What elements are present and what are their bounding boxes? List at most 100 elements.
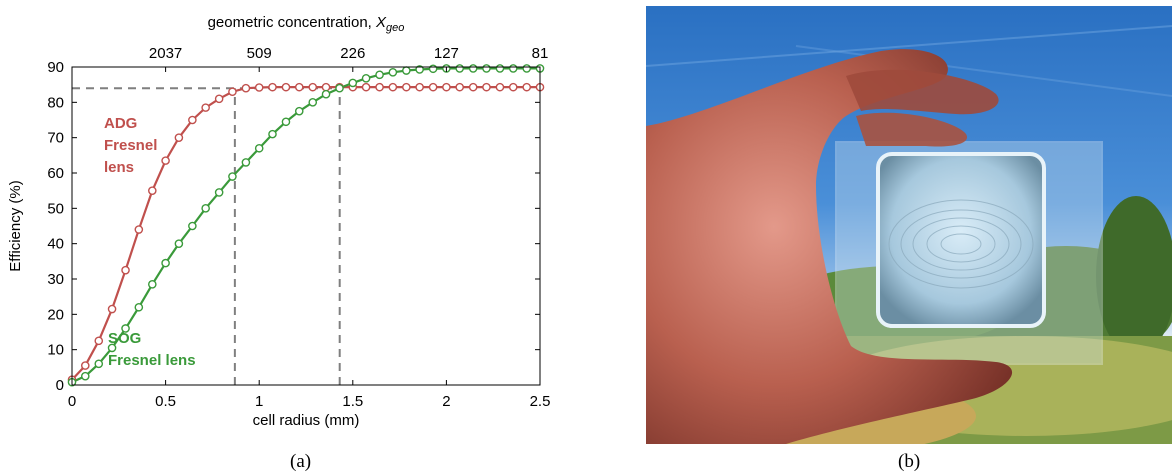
data-point-adg: [201, 103, 210, 112]
data-point-sog: [148, 279, 157, 289]
data-point-adg: [388, 82, 398, 92]
data-point-sog: [402, 66, 411, 75]
data-point-adg: [508, 82, 518, 92]
series-label-adg: ADG: [104, 115, 137, 132]
data-point-adg: [308, 82, 318, 92]
data-point-sog: [508, 64, 518, 73]
data-point-adg: [228, 87, 237, 97]
data-point-sog: [468, 64, 478, 73]
data-point-sog: [388, 68, 398, 77]
data-point-adg: [375, 82, 384, 92]
caption-a: (a): [290, 451, 312, 472]
series-label-adg: Fresnel: [104, 137, 157, 154]
data-point-sog: [348, 78, 358, 88]
x-tick-label: 2: [442, 393, 450, 410]
y-tick-label: 90: [47, 59, 64, 76]
top-tick-label: 509: [247, 45, 272, 62]
y-tick-label: 10: [47, 342, 64, 359]
y-tick-label: 70: [47, 130, 64, 147]
series-label-sog: SOG: [108, 330, 141, 347]
data-point-adg: [148, 186, 157, 195]
series-line-sog: [71, 67, 540, 384]
data-point-adg: [442, 82, 451, 92]
data-point-adg: [428, 82, 438, 92]
x-tick-label: 2.5: [530, 393, 551, 410]
data-point-sog: [455, 64, 464, 73]
series-lines: [71, 67, 540, 384]
data-point-adg: [241, 83, 251, 93]
y-tick-label: 20: [47, 306, 64, 323]
data-point-adg: [107, 304, 117, 314]
data-point-sog: [121, 324, 130, 333]
y-tick-label: 60: [47, 165, 64, 182]
top-tick-label: 127: [434, 45, 459, 62]
data-point-sog: [294, 106, 304, 116]
data-point-adg: [361, 82, 371, 92]
data-point-adg: [495, 82, 505, 92]
data-point-sog: [495, 64, 505, 73]
top-axis-label: geometric concentration, Xgeo: [208, 14, 405, 34]
data-point-adg: [134, 225, 144, 234]
data-point-adg: [174, 133, 184, 142]
top-tick-label: 2037: [149, 45, 182, 62]
data-point-adg: [294, 82, 304, 92]
data-point-sog: [375, 70, 384, 80]
top-tick-label: 226: [340, 45, 365, 62]
data-point-sog: [361, 74, 371, 83]
data-point-adg: [161, 156, 170, 165]
data-point-adg: [214, 94, 224, 104]
efficiency-chart-svg: 0 10 20 30 40 50 60 70 80 90 0 0.5 1 1.5 2 2.5 2037 509 22…: [7, 14, 550, 429]
data-point-adg: [455, 82, 464, 92]
caption-b: (b): [898, 451, 921, 472]
data-point-sog: [201, 204, 210, 213]
data-point-adg: [321, 82, 331, 92]
y-tick-label: 0: [56, 377, 64, 394]
y-tick-label: 40: [47, 236, 64, 253]
data-point-adg: [281, 82, 291, 92]
data-point-adg: [80, 361, 90, 370]
data-point-adg: [188, 115, 197, 125]
data-point-sog: [214, 188, 224, 197]
series-points: [67, 64, 545, 387]
top-tick-label: 81: [532, 45, 549, 62]
data-point-adg: [522, 82, 532, 92]
data-point-sog: [268, 129, 277, 139]
x-tick-label: 1: [255, 393, 263, 410]
y-tick-label: 80: [47, 94, 64, 111]
data-point-adg: [121, 265, 130, 275]
data-point-sog: [415, 65, 424, 74]
fresnel-lens-photo: [646, 6, 1172, 444]
data-point-sog: [321, 89, 331, 99]
data-point-sog: [94, 359, 104, 369]
x-axis-label: cell radius (mm): [253, 412, 360, 429]
data-point-sog: [241, 158, 251, 167]
data-point-sog: [335, 83, 344, 93]
data-point-sog: [281, 117, 291, 127]
data-point-sog: [308, 98, 318, 107]
chart-axes: [71, 66, 541, 386]
data-point-sog: [254, 143, 264, 153]
x-tick-label: 1.5: [342, 393, 363, 410]
y-tick-label: 50: [47, 200, 64, 217]
data-point-adg: [482, 82, 491, 92]
series-label-sog: Fresnel lens: [108, 352, 196, 369]
data-point-adg: [402, 82, 411, 92]
chart-labels: 0 10 20 30 40 50 60 70 80 90 0 0.5 1 1.5 2 2.5 2037 509 22…: [7, 14, 550, 429]
y-axis-label: Efficiency (%): [7, 180, 24, 271]
series-line-adg: [71, 86, 540, 381]
data-point-sog: [482, 64, 491, 73]
plot-frame: [71, 66, 541, 386]
data-point-sog: [80, 371, 90, 381]
x-tick-label: 0: [68, 393, 76, 410]
data-point-sog: [228, 172, 237, 181]
hand-holding-fresnel-lens-photo: [646, 6, 1172, 444]
data-point-sog: [174, 239, 184, 248]
dashed-guides: [72, 87, 341, 385]
data-point-sog: [107, 343, 117, 353]
efficiency-chart: 0 10 20 30 40 50 60 70 80 90 0 0.5 1 1.5 2 2.5 2037 509 22…: [7, 14, 550, 429]
data-point-adg: [254, 83, 264, 92]
data-point-adg: [415, 82, 424, 92]
data-point-sog: [188, 221, 197, 231]
data-point-sog: [134, 302, 144, 312]
data-point-sog: [161, 258, 170, 268]
